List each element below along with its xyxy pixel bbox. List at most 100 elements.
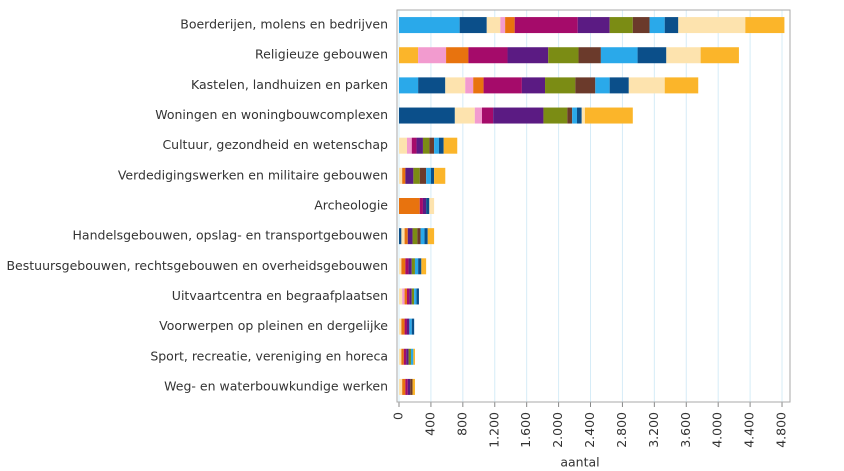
bar-segment [399,378,403,395]
bar-segment [429,198,435,214]
bar-segment [446,47,469,64]
bar-segment [581,107,585,124]
bar-segment [399,288,403,305]
bar-segment [416,137,423,154]
x-tick-label: 400 [422,412,437,436]
bar-segment [649,17,665,34]
x-tick-label: 4.400 [742,412,757,448]
bar-segment [600,47,638,64]
bar-segment [413,167,420,184]
bar-segment [468,47,508,64]
bar-segment [543,107,568,124]
bar-segment [406,318,410,335]
y-tick-label: Boerderijen, molens en bedrijven [180,17,388,32]
bar-segment [429,137,435,154]
bar-segment [575,77,596,94]
bar-segment [409,318,412,335]
bar-segment [666,47,701,64]
y-tick-label: Archeologie [314,198,388,213]
plot-frame [396,9,791,403]
bar-segment [399,47,419,64]
y-tick-label: Sport, recreatie, vereniging en horeca [150,348,388,363]
bar-segment [401,258,406,275]
y-tick-label: Woningen en woningbouwcomplexen [155,107,388,122]
bar-segment [420,228,425,245]
y-tick-label: Uitvaartcentra en begraafplaatsen [172,288,388,303]
bar-segment [399,258,402,275]
x-tick-label: 4.000 [710,412,725,448]
bar-segment [404,318,407,335]
bar-segment [399,77,419,94]
bar-segment [637,47,667,64]
bar-segment [454,107,475,124]
bar-segment [505,17,515,34]
bar-segment [422,198,427,214]
bar-segment [434,167,446,184]
bar-segment [474,107,482,124]
bar-segment [426,167,431,184]
bar-segment [404,228,408,245]
bar-segment [417,228,421,245]
bar-segment [419,167,427,184]
bar-segment [486,17,501,34]
bar-segment [465,77,474,94]
bar-segment [507,47,549,64]
bar-segment [481,107,494,124]
x-tick-label: 2.800 [614,412,629,448]
bar-segment [404,288,407,305]
bar-segment [408,258,412,275]
x-tick-label: 1.600 [518,412,533,448]
bar-segment [399,228,402,245]
bar-segment [483,77,522,94]
bar-segment [745,17,785,34]
bar-segment [500,17,506,34]
bar-segment [399,198,420,214]
bar-segment [406,288,410,305]
bar-segment [402,288,405,305]
x-tick-label: 1.200 [486,412,501,448]
bar-segment [576,107,582,124]
bar-segment [418,47,447,64]
bar-segment [399,167,403,184]
bar-segment [402,378,406,395]
bar-segment [414,258,419,275]
x-tick-label: 4.800 [774,412,789,448]
x-tick-label: 3.200 [646,412,661,448]
bar-segment [411,318,415,335]
y-tick-label: Verdedigingswerken en militaire gebouwen [118,167,388,182]
bar-segment [424,228,428,245]
bar-segment [414,288,417,305]
bar-segment [410,348,414,365]
y-tick-label: Handelsgebouwen, opslag- en transportgeb… [73,228,388,243]
x-tick-label: 0 [391,412,406,420]
bar-segment [405,167,414,184]
bar-segment [700,47,739,64]
bar-segment [407,228,413,245]
x-tick-label: 2.000 [550,412,565,448]
bar-segment [609,77,629,94]
bar-segment [406,348,409,365]
bar-segment [548,47,579,64]
x-tick-label: 800 [454,412,469,436]
y-tick-label: Cultuur, gezondheid en wetenschap [162,137,388,152]
bar-segment [545,77,576,94]
bar-segment [434,137,439,154]
bar-segment [410,378,413,395]
bar-segment [408,348,411,365]
y-tick-label: Voorwerpen op pleinen en dergelijke [159,318,388,333]
bar-segment [664,77,699,94]
bar-segment [632,17,650,34]
bar-segment [443,137,458,154]
y-tick-label: Weg- en waterbouwkundige werken [164,378,388,393]
bar-segment [399,17,460,34]
bar-segment [413,348,415,365]
bar-segment [412,378,415,395]
bar-segment [401,228,405,245]
bar-segment [406,137,412,154]
bar-segment [426,198,430,214]
y-tick-label: Bestuursgebouwen, rechtsgebouwen en over… [6,258,388,273]
bar-segment [411,288,415,305]
x-tick-label: 2.400 [582,412,597,448]
bar-segment [399,137,407,154]
